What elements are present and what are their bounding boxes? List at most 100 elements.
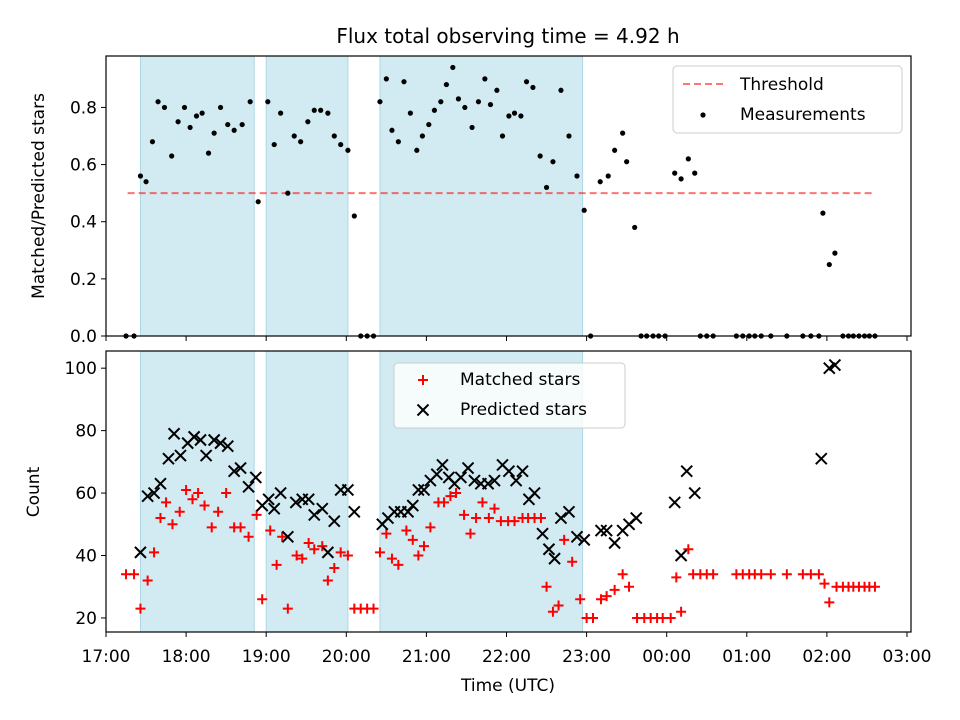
measurement-point <box>278 110 284 116</box>
matched-legend-label: Matched stars <box>460 370 580 390</box>
matched-point <box>257 594 268 605</box>
predicted-point <box>548 552 561 565</box>
matched-point <box>489 503 500 514</box>
measurement-point <box>351 213 357 219</box>
matched-point <box>483 513 494 524</box>
measurement-point <box>137 173 144 179</box>
count-legend-box <box>393 362 626 429</box>
x-tick-label: 02:00 <box>802 647 851 667</box>
predicted-point <box>630 511 643 525</box>
predicted-point <box>194 433 207 447</box>
measurement-point <box>175 119 181 125</box>
measurement-point <box>239 121 245 128</box>
measurement-point <box>832 250 838 256</box>
matched-point <box>381 528 392 539</box>
measurement-point <box>462 104 468 111</box>
predicted-point <box>262 493 275 506</box>
matched-point <box>439 497 450 508</box>
matched-point <box>471 513 482 524</box>
matched-point <box>477 497 488 508</box>
measurement-point <box>211 130 217 136</box>
measurement-point <box>285 190 291 196</box>
measurement-point <box>574 173 580 179</box>
measurement-point <box>377 99 383 105</box>
matched-point <box>199 500 210 511</box>
measurement-point <box>612 147 618 153</box>
measurement-point <box>217 104 224 111</box>
predicted-point <box>461 461 475 475</box>
predicted-point <box>147 486 161 500</box>
predicted-point <box>668 496 681 509</box>
matched-point <box>819 578 830 589</box>
measurement-point <box>820 210 826 216</box>
predicted-point <box>227 464 241 478</box>
predicted-point <box>417 483 431 497</box>
measurement-point <box>581 207 587 213</box>
x-axis-label: Time (UTC) <box>460 676 555 696</box>
predicted-point <box>608 536 621 550</box>
ratio-y-tick-label: 0.4 <box>70 213 97 233</box>
predicted-point <box>454 471 468 484</box>
matched-point <box>187 494 198 505</box>
predicted-point <box>516 464 529 478</box>
ratio-panel-frame <box>105 55 912 337</box>
matched-point <box>445 491 456 502</box>
matched-point <box>509 516 520 527</box>
matched-point <box>393 559 404 570</box>
matched-point <box>781 569 792 580</box>
predicted-point <box>268 502 281 515</box>
observing-window <box>139 55 255 337</box>
measurement-point <box>401 79 407 85</box>
predicted-point <box>509 474 523 487</box>
matched-point <box>129 569 140 580</box>
measurement-point <box>678 176 684 182</box>
matched-point <box>374 547 385 558</box>
predicted-legend-swatch <box>416 403 430 417</box>
matched-point <box>708 569 719 580</box>
measurement-point <box>624 159 630 165</box>
predicted-point <box>674 549 688 562</box>
matched-point <box>282 603 293 614</box>
measurement-point <box>550 159 556 165</box>
matched-point <box>243 531 254 542</box>
matched-point <box>575 594 586 605</box>
matched-point <box>291 550 302 561</box>
matched-point <box>149 547 160 558</box>
predicted-point <box>542 543 556 556</box>
ratio-x-ticks <box>105 336 908 341</box>
measurement-point <box>331 133 337 139</box>
predicted-point <box>554 511 568 525</box>
measurement-point <box>291 133 297 139</box>
measurement-point <box>305 119 311 125</box>
matched-point <box>541 581 552 592</box>
matched-point <box>271 559 282 570</box>
measurement-point <box>482 76 488 82</box>
matched-point <box>756 569 767 580</box>
predicted-point <box>528 486 541 500</box>
measurements-legend-swatch <box>700 112 706 118</box>
predicted-point <box>406 499 419 512</box>
measurement-point <box>530 84 536 91</box>
predicted-point <box>187 430 201 444</box>
matched-point <box>368 603 379 614</box>
predicted-point <box>828 358 842 372</box>
x-tick-label: 21:00 <box>402 647 451 667</box>
matched-point <box>251 509 262 520</box>
count-y-ticks: 20 40 60 80 100 <box>65 359 106 629</box>
observing-windows <box>139 55 584 337</box>
count-y-tick-label: 100 <box>65 359 97 379</box>
measurement-point <box>231 127 237 133</box>
measurement-point <box>511 110 518 116</box>
ratio-y-label: Matched/Predicted stars <box>29 93 49 299</box>
matched-point <box>167 519 178 530</box>
matched-point <box>459 509 470 520</box>
predicted-point <box>234 461 247 475</box>
matched-point <box>683 544 694 555</box>
measurement-point <box>431 107 438 113</box>
predicted-point <box>680 464 693 478</box>
x-tick-label: 00:00 <box>642 647 691 667</box>
measurement-point <box>597 179 603 185</box>
matched-point <box>193 488 204 499</box>
measurement-point <box>181 104 188 111</box>
matched-point <box>322 575 333 586</box>
